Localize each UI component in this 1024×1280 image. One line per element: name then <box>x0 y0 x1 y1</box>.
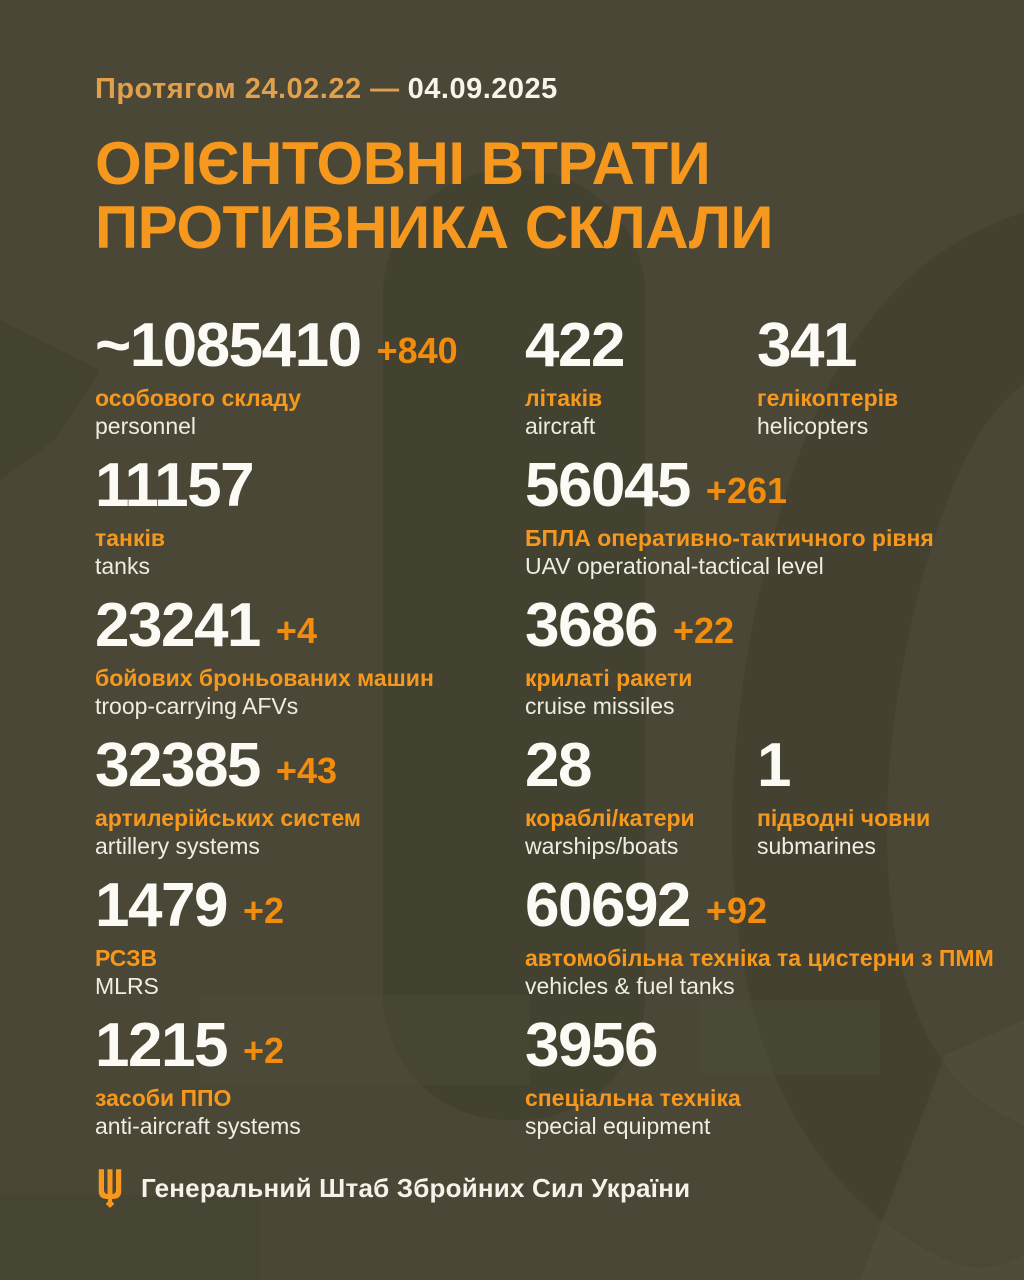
stat-aircraft: 422 літаків aircraft <box>525 311 757 440</box>
stat-label-en: helicopters <box>757 413 869 439</box>
stat-value: 11157 <box>95 451 255 520</box>
header: Протягом 24.02.22 —04.09.2025 ОРІЄНТОВНІ… <box>95 72 984 260</box>
stat-warships: 28 кораблі/катери warships/boats <box>525 731 757 860</box>
stat-tanks: 11157 танків tanks <box>95 451 525 580</box>
stats-grid: ~1085410 +840 особового складу personnel … <box>95 311 1024 1156</box>
stat-delta: +92 <box>705 890 767 931</box>
stat-value: ~1085410 <box>95 311 362 380</box>
stat-value: 422 <box>525 311 625 380</box>
stat-label-uk: танків <box>95 525 165 551</box>
stat-value: 341 <box>757 311 857 380</box>
stat-value: 1 <box>757 731 791 800</box>
stat-label-uk: артилерійських систем <box>95 805 361 831</box>
stat-label-uk: автомобільна техніка та цистерни з ПММ <box>525 945 994 971</box>
stat-delta: +2 <box>242 890 284 931</box>
stat-delta: +261 <box>705 470 788 511</box>
stat-delta: +22 <box>672 610 735 651</box>
stat-label-en: artillery systems <box>95 833 260 859</box>
stat-anti-aircraft: 1215 +2 засоби ППО anti-aircraft systems <box>95 1011 525 1140</box>
stat-label-uk: крилаті ракети <box>525 665 693 691</box>
stat-value: 23241 <box>95 591 261 660</box>
stat-label-en: MLRS <box>95 973 159 999</box>
period-line: Протягом 24.02.22 —04.09.2025 <box>95 72 984 106</box>
stats-row-5: 1479 +2 РСЗВ MLRS 60692 +92 автомобільна т… <box>95 871 1024 1016</box>
stat-artillery: 32385 +43 артилерійських систем artillery… <box>95 731 525 860</box>
stat-label-uk: особового складу <box>95 385 302 411</box>
title-line-1: ОРІЄНТОВНІ ВТРАТИ <box>95 130 711 197</box>
stat-delta: +840 <box>376 330 458 371</box>
stats-row-2: 11157 танків tanks 56045 +261 БПЛА операт… <box>95 451 1024 596</box>
stat-label-en: special equipment <box>525 1113 711 1139</box>
stat-label-uk: спеціальна техніка <box>525 1085 741 1111</box>
stat-label-en: vehicles & fuel tanks <box>525 973 735 999</box>
footer: Генеральний Штаб Збройних Сил України <box>95 1168 690 1208</box>
stat-label-uk: засоби ППО <box>95 1085 232 1111</box>
stat-label-en: tanks <box>95 553 150 579</box>
stat-delta: +4 <box>275 610 317 651</box>
stat-label-uk: гелікоптерів <box>757 385 899 411</box>
stat-value: 3686 <box>525 591 658 660</box>
stat-label-uk: підводні човни <box>757 805 931 831</box>
stats-row-1: ~1085410 +840 особового складу personnel … <box>95 311 1024 456</box>
stat-label-uk: БПЛА оперативно-тактичного рівня <box>525 525 934 551</box>
stat-label-en: troop-carrying AFVs <box>95 693 299 719</box>
stat-mlrs: 1479 +2 РСЗВ MLRS <box>95 871 525 1000</box>
stat-uav: 56045 +261 БПЛА оперативно-тактичного рів… <box>525 451 1024 580</box>
page-title: ОРІЄНТОВНІ ВТРАТИ ПРОТИВНИКА СКЛАЛИ <box>95 132 984 260</box>
stat-label-en: warships/boats <box>525 833 679 859</box>
stat-special-equipment: 3956 спеціальна техніка special equipmen… <box>525 1011 1024 1140</box>
stat-label-en: UAV operational-tactical level <box>525 553 824 579</box>
stat-submarines: 1 підводні човни submarines <box>757 731 1024 860</box>
stat-label-uk: літаків <box>525 385 603 411</box>
trident-icon <box>95 1168 125 1208</box>
stat-afv: 23241 +4 бойових броньованих машин troop-… <box>95 591 525 720</box>
stat-vehicles-fuel-tanks: 60692 +92 автомобільна техніка та цистерн… <box>525 871 1024 1000</box>
source-org-label: Генеральний Штаб Збройних Сил України <box>141 1172 691 1203</box>
stat-value: 60692 <box>525 871 691 940</box>
title-line-2: ПРОТИВНИКА СКЛАЛИ <box>95 194 774 261</box>
stat-label-en: aircraft <box>525 413 596 439</box>
period-label: Протягом 24.02.22 — <box>95 73 400 105</box>
stat-helicopters: 341 гелікоптерів helicopters <box>757 311 1024 440</box>
stat-label-en: cruise missiles <box>525 693 675 719</box>
stat-value: 1215 <box>95 1011 228 1080</box>
stats-row-4: 32385 +43 артилерійських систем artillery… <box>95 731 1024 876</box>
stat-delta: +43 <box>275 750 337 791</box>
stat-label-en: personnel <box>95 413 197 439</box>
stat-value: 56045 <box>525 451 691 520</box>
stat-value: 3956 <box>525 1011 658 1080</box>
report-date: 04.09.2025 <box>407 73 558 105</box>
stat-value: 28 <box>525 731 592 800</box>
stat-value: 32385 <box>95 731 261 800</box>
stat-delta: +2 <box>242 1030 284 1071</box>
stat-label-uk: РСЗВ <box>95 945 158 971</box>
stat-personnel: ~1085410 +840 особового складу personnel <box>95 311 525 440</box>
stat-value: 1479 <box>95 871 228 940</box>
stat-label-uk: кораблі/катери <box>525 805 695 831</box>
stat-label-uk: бойових броньованих машин <box>95 665 434 691</box>
stat-label-en: anti-aircraft systems <box>95 1113 301 1139</box>
stats-row-3: 23241 +4 бойових броньованих машин troop-… <box>95 591 1024 736</box>
stat-label-en: submarines <box>757 833 876 859</box>
stats-row-6: 1215 +2 засоби ППО anti-aircraft systems … <box>95 1011 1024 1156</box>
stat-cruise-missiles: 3686 +22 крилаті ракети cruise missiles <box>525 591 1024 720</box>
